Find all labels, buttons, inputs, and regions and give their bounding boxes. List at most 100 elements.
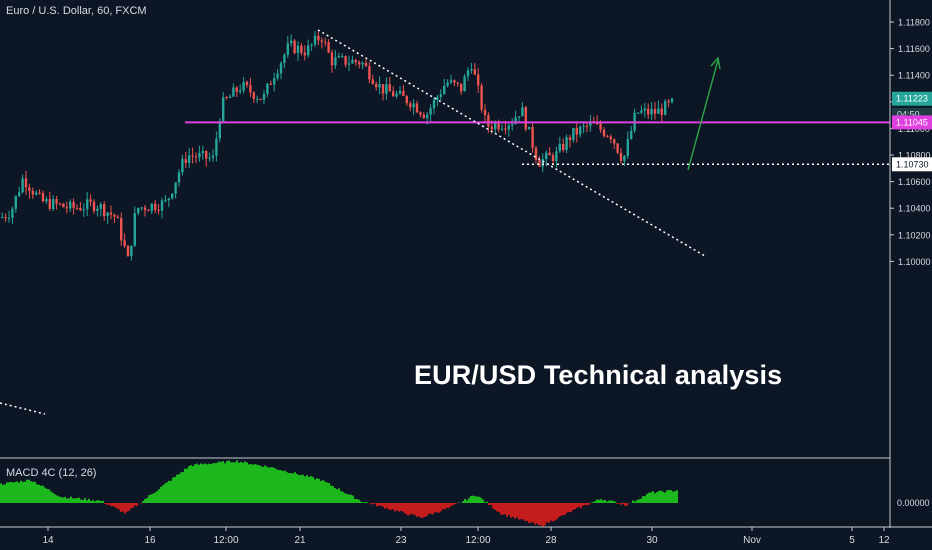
candle-body bbox=[395, 93, 398, 97]
candle-body bbox=[548, 152, 551, 156]
candle-body bbox=[449, 80, 453, 83]
macd-bar-negative bbox=[122, 503, 124, 512]
macd-bar-positive bbox=[326, 482, 328, 503]
macd-bar-positive bbox=[642, 496, 644, 503]
candle-body bbox=[443, 85, 446, 95]
macd-bar-negative bbox=[532, 503, 534, 523]
macd-bar-positive bbox=[264, 465, 266, 503]
candle-body bbox=[565, 137, 568, 151]
macd-bar-negative bbox=[432, 503, 434, 515]
macd-bar-positive bbox=[52, 492, 54, 503]
candle-body bbox=[123, 240, 126, 247]
macd-bar-positive bbox=[204, 463, 206, 503]
macd-bar-positive bbox=[226, 461, 228, 503]
candle-body bbox=[653, 109, 657, 114]
macd-bar-positive bbox=[16, 481, 18, 503]
macd-bar-positive bbox=[650, 492, 652, 503]
macd-bar-positive bbox=[90, 500, 92, 503]
candle-body bbox=[38, 192, 41, 194]
macd-bar-positive bbox=[610, 500, 612, 503]
candle-body bbox=[599, 123, 602, 130]
time-tick-label: 5 bbox=[849, 535, 855, 546]
macd-bar-positive bbox=[662, 491, 664, 503]
macd-bar-negative bbox=[420, 503, 422, 518]
candle-body bbox=[521, 107, 524, 117]
candle-body bbox=[381, 84, 385, 94]
candle-body bbox=[245, 81, 249, 85]
resistance-label: 1.11045 bbox=[896, 117, 928, 127]
candle-body bbox=[358, 62, 361, 65]
macd-bar-positive bbox=[246, 462, 248, 503]
candle-body bbox=[194, 156, 198, 158]
macd-bar-positive bbox=[36, 484, 38, 503]
macd-bar-negative bbox=[574, 503, 576, 510]
macd-bar-negative bbox=[496, 503, 498, 512]
macd-bar-positive bbox=[300, 474, 302, 503]
macd-bar-positive bbox=[210, 464, 212, 503]
macd-bar-positive bbox=[330, 485, 332, 503]
candle-body bbox=[205, 150, 208, 159]
macd-bar-positive bbox=[32, 481, 34, 503]
macd-bar-negative bbox=[438, 503, 440, 513]
macd-bar-negative bbox=[490, 503, 492, 505]
candle-body bbox=[480, 85, 483, 110]
macd-bar-positive bbox=[614, 501, 616, 503]
macd-bar-negative bbox=[552, 503, 554, 522]
macd-bar-negative bbox=[616, 503, 618, 504]
time-tick-label: 14 bbox=[42, 535, 54, 546]
time-tick-label: 30 bbox=[646, 535, 658, 546]
macd-bar-positive bbox=[664, 492, 666, 503]
candle-body bbox=[572, 127, 575, 140]
candle-body bbox=[82, 209, 85, 211]
candle-body bbox=[21, 178, 24, 193]
candle-body bbox=[460, 83, 463, 92]
candle-body bbox=[500, 128, 504, 130]
macd-bar-positive bbox=[658, 490, 660, 503]
macd-bar-positive bbox=[160, 486, 162, 503]
macd-bar-negative bbox=[134, 503, 136, 506]
macd-bar-positive bbox=[202, 464, 204, 503]
candle-body bbox=[412, 103, 415, 108]
macd-bar-negative bbox=[380, 503, 382, 506]
macd-bar-positive bbox=[92, 500, 94, 503]
macd-bar-negative bbox=[504, 503, 506, 515]
macd-bar-negative bbox=[534, 503, 536, 525]
macd-bar-negative bbox=[416, 503, 418, 517]
macd-bar-negative bbox=[398, 503, 400, 512]
candle-body bbox=[415, 103, 419, 113]
macd-bar-positive bbox=[462, 501, 464, 503]
macd-bar-positive bbox=[286, 472, 288, 503]
macd-bar-positive bbox=[2, 484, 4, 503]
candle-body bbox=[568, 137, 572, 140]
macd-bar-positive bbox=[324, 481, 326, 503]
price-tick-label: 1.11400 bbox=[898, 71, 930, 81]
macd-bar-positive bbox=[336, 489, 338, 503]
macd-bar-positive bbox=[648, 492, 650, 503]
candle-body bbox=[198, 153, 201, 158]
candle-body bbox=[317, 35, 320, 41]
macd-bar-positive bbox=[194, 464, 196, 503]
macd-bar-positive bbox=[322, 479, 324, 503]
macd-bar-positive bbox=[84, 498, 86, 503]
macd-bar-negative bbox=[112, 503, 114, 507]
candle-body bbox=[402, 90, 405, 96]
candle-body bbox=[647, 108, 650, 115]
candle-body bbox=[643, 108, 646, 111]
macd-bar-negative bbox=[414, 503, 416, 516]
macd-bar-positive bbox=[60, 496, 62, 503]
candle-body bbox=[606, 135, 609, 137]
candlestick-series bbox=[1, 30, 674, 261]
candle-body bbox=[344, 55, 347, 65]
projection-arrowhead bbox=[710, 56, 721, 70]
macd-bar-negative bbox=[108, 503, 110, 505]
macd-bar-positive bbox=[262, 467, 264, 503]
macd-bar-positive bbox=[486, 501, 488, 503]
candle-body bbox=[555, 151, 558, 162]
candle-body bbox=[511, 123, 514, 126]
macd-bar-positive bbox=[244, 461, 246, 503]
time-tick-label: 12:00 bbox=[465, 535, 490, 546]
macd-bar-positive bbox=[352, 495, 354, 503]
macd-bar-positive bbox=[82, 499, 84, 503]
candle-body bbox=[191, 155, 194, 157]
